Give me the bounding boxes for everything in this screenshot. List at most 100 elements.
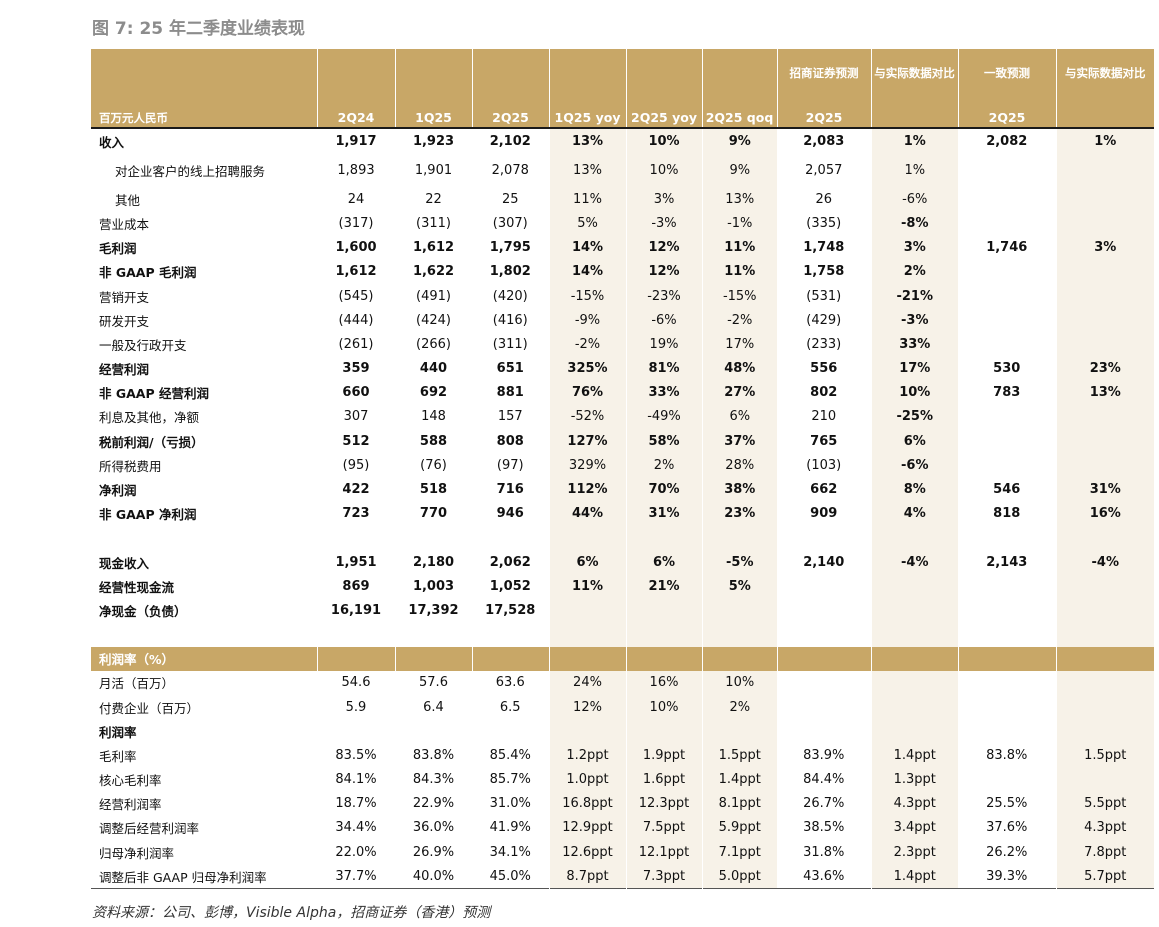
header-cell: 与实际数据对比 [870,49,959,97]
table-cell [958,284,1056,308]
table-cell: 84.4% [803,772,845,788]
table-row: 调整后非 GAAP 归母净利润率 37.7% 40.0% 45.0% 8.7ppt 7.3… [91,864,1154,889]
table-cell [958,260,1056,284]
table-cell: 909 [810,506,838,522]
table-cell: 85.7% [489,772,531,788]
table-cell: -23% [625,283,702,309]
table-cell [317,719,395,743]
table-cell: 2,143 [986,554,1028,570]
table-cell [395,623,472,647]
table-cell [701,525,777,550]
table-row: 付费企业（百万） 5.9 6.4 6.5 12% 10% 2% [91,694,1154,720]
table-cell: 12% [625,259,702,284]
table-cell: -9% [548,308,626,333]
table-cell: 9% [701,153,777,188]
table-cell: 1.0ppt [548,767,626,792]
table-cell [1055,646,1154,671]
table-cell: 359 [342,361,370,377]
table-cell [395,526,472,550]
table-cell [958,695,1056,719]
table-cell: 765 [810,433,838,449]
table-cell: 45.0% [489,868,531,884]
table-cell: 13% [548,153,626,188]
source-note: 资料来源：公司、彭博，Visible Alpha，招商证券（香港）预测 [92,905,491,921]
row-label: 非 GAAP 经营利润 [99,386,209,402]
figure-title: 图 7: 25 年二季度业绩表现 [92,19,306,39]
table-row: 月活（百万） 54.6 57.6 63.6 24% 16% 10% [91,670,1154,695]
table-cell: 17% [870,356,958,381]
header-cell: 2Q25 [777,97,872,128]
table-cell: 57.6 [419,675,448,691]
table-cell [1055,283,1154,309]
header-cell: 2Q24 [317,97,396,128]
table-cell: 5.5ppt [1055,791,1154,816]
table-cell: 783 [993,385,1021,401]
table-cell: (317) [338,215,374,231]
row-label: 营销开支 [99,289,150,305]
table-cell: 1,951 [335,554,377,570]
table-cell: 12.9ppt [548,815,626,841]
table-cell: 2% [870,259,958,284]
table-cell [870,574,958,599]
table-cell: 4% [870,501,958,526]
table-cell: 39.3% [986,868,1028,884]
table-cell [548,646,627,671]
table-cell: 83.5% [335,747,377,763]
table-cell [958,453,1056,477]
table-cell: 546 [993,482,1021,498]
table-cell: 6% [548,550,626,575]
header-cell [1055,97,1154,128]
table-row: 非 GAAP 经营利润 660 692 881 76% 33% 27% 802 10% 783 13… [91,380,1154,405]
table-cell: (335) [806,215,842,231]
table-cell: -1% [701,211,777,236]
table-cell: 3% [1055,235,1154,260]
row-label: 对企业客户的线上招聘服务 [115,163,266,179]
table-cell: (531) [806,288,842,304]
financial-table: 招商证券预测 与实际数据对比 一致预测 与实际数据对比 百万元人民币 2Q24 1Q25 2Q… [91,49,1154,889]
table-cell: 2,083 [803,133,845,149]
table-cell: 18.7% [335,796,377,812]
table-cell: 23% [1055,356,1154,381]
table-cell: 25 [501,191,519,207]
table-row: 一般及行政开支 (261) (266) (311) -2% 19% 17% (233) 33% [91,332,1154,357]
table-cell: 41.9% [489,820,531,836]
table-cell: 1.4ppt [870,743,958,768]
row-label: 利息及其他，净额 [99,410,200,426]
table-cell: 692 [419,385,448,401]
table-row: 现金收入 1,951 2,180 2,062 6% 6% -5% 2,140 -4% 2,143-… [91,550,1154,575]
table-cell: 2,057 [805,162,843,178]
table-row: 经营利润率 18.7% 22.9% 31.0% 16.8ppt 12.3ppt 8.1ppt… [91,791,1154,816]
table-cell: 1,901 [414,162,453,178]
table-cell: 26 [815,191,833,207]
table-cell [548,598,626,623]
table-cell: 127% [548,429,626,454]
table-cell: 329% [548,453,626,478]
table-cell [958,719,1056,743]
row-label: 收入 [99,134,125,150]
table-cell [1055,525,1154,550]
table-cell: 440 [419,361,448,377]
table-cell: 17,392 [408,602,459,618]
table-row: 毛利润 1,600 1,612 1,795 14% 12% 11% 1,748 3% 1,746 3… [91,235,1154,260]
table-row: 利息及其他，净额 307 148 157 -52% -49% 6% 210 -25% [91,404,1154,430]
table-cell: 1,746 [986,240,1028,256]
table-cell: 37% [701,429,777,454]
table-cell: 7.5ppt [625,815,702,841]
table-cell: 588 [419,433,448,449]
table-cell: 6% [625,550,702,575]
table-cell [958,153,1056,187]
table-cell: 1.6ppt [625,767,702,792]
table-cell [777,646,872,671]
table-cell: 1,622 [412,264,455,280]
table-cell: (424) [416,312,451,328]
table-cell: 84.3% [412,772,455,788]
table-cell: (416) [492,312,528,328]
table-cell: 1,893 [337,162,375,178]
table-cell: 26.7% [803,796,845,812]
table-cell [1055,308,1154,333]
row-label: 所得税费用 [99,458,162,474]
table-cell: 10% [701,670,777,695]
table-cell: 7.3ppt [625,864,702,889]
header-cell: 一致预测 [958,49,1057,97]
table-cell: 770 [419,506,448,522]
